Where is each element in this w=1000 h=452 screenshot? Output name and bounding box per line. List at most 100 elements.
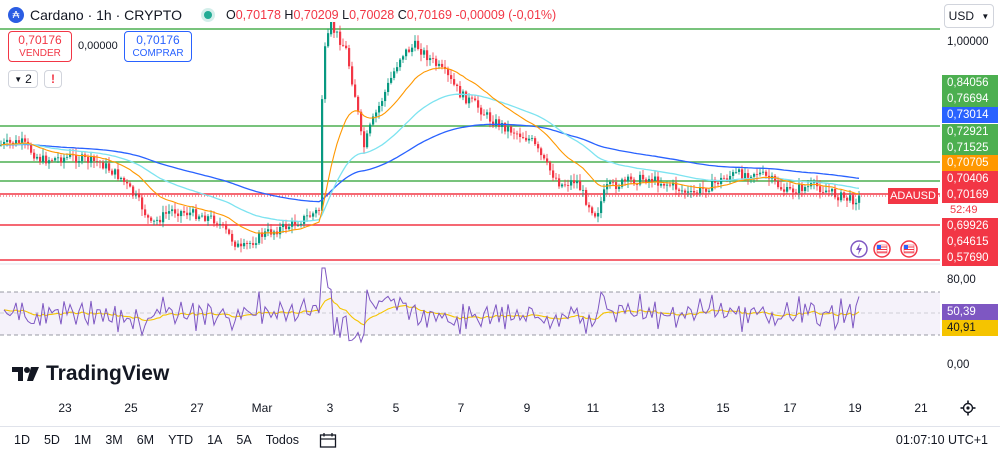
- candle-body: [78, 161, 81, 163]
- open-value: 0,70178: [235, 8, 281, 22]
- candle-body: [519, 133, 522, 138]
- range-button-todos[interactable]: Todos: [265, 432, 300, 447]
- range-button-6m[interactable]: 6M: [136, 432, 155, 447]
- indicators-toggle-button[interactable]: ▼ 2: [8, 70, 38, 88]
- candle-body: [375, 112, 378, 117]
- candle-body: [309, 215, 312, 217]
- time-axis-label: 3: [326, 401, 334, 415]
- price-label: 0,70169: [942, 187, 998, 203]
- tradingview-logo[interactable]: TradingView: [12, 362, 169, 386]
- chevron-down-icon: ▼: [981, 11, 990, 21]
- candle-body: [111, 170, 114, 175]
- settings-gear-icon[interactable]: [960, 400, 976, 416]
- candle-body: [690, 190, 693, 192]
- buy-button[interactable]: 0,70176 COMPRAR: [124, 31, 192, 62]
- candle-body: [651, 178, 654, 183]
- candle-body: [465, 91, 468, 104]
- time-axis-label: 17: [783, 401, 797, 415]
- candle-body: [252, 243, 255, 245]
- range-button-1a[interactable]: 1A: [207, 432, 223, 447]
- candle-body: [186, 212, 189, 216]
- range-button-ytd[interactable]: YTD: [168, 432, 194, 447]
- candle-body: [15, 140, 18, 145]
- range-button-5a[interactable]: 5A: [236, 432, 252, 447]
- candle-body: [363, 131, 366, 148]
- range-buttons: 1D 5D 1M 3M 6M YTD 1A 5A Todos: [0, 433, 299, 447]
- price-chart[interactable]: [0, 0, 940, 395]
- currency-select[interactable]: USD ▼: [944, 4, 994, 28]
- clock-timezone[interactable]: 01:07:10 UTC+1: [895, 433, 988, 447]
- candle-body: [501, 122, 504, 127]
- symbol-title[interactable]: Cardano · 1h · CRYPTO: [30, 7, 182, 23]
- candle-body: [279, 227, 282, 235]
- candle-body: [378, 105, 381, 113]
- candle-body: [237, 243, 240, 247]
- buy-price: 0,70176: [136, 33, 180, 47]
- candle-body: [489, 112, 492, 122]
- candle-body: [522, 137, 525, 138]
- us-flag-event-icon[interactable]: [900, 240, 918, 258]
- time-axis[interactable]: 23 25 27 Mar 3 5 7 9 11 13 15 17 19 21: [0, 395, 940, 421]
- range-button-3m[interactable]: 3M: [105, 432, 123, 447]
- candle-body: [177, 213, 180, 217]
- candle-body: [672, 182, 675, 186]
- candle-body: [573, 180, 576, 184]
- lightning-icon[interactable]: [850, 240, 868, 258]
- candle-body: [693, 190, 696, 193]
- candle-body: [726, 178, 729, 180]
- candle-body: [633, 179, 636, 185]
- candle-body: [138, 194, 141, 198]
- candle-body: [297, 225, 300, 226]
- candle-body: [684, 190, 687, 193]
- range-button-5d[interactable]: 5D: [43, 432, 60, 447]
- candle-body: [90, 156, 93, 163]
- candle-body: [516, 133, 519, 135]
- candle-body: [528, 138, 531, 141]
- price-label: 0,72921: [942, 124, 998, 140]
- candle-body: [849, 195, 852, 201]
- candle-body: [801, 184, 804, 192]
- sell-button[interactable]: 0,70176 VENDER: [8, 31, 72, 62]
- candle-body: [468, 97, 471, 104]
- candle-body: [60, 157, 63, 163]
- candle-body: [126, 181, 129, 184]
- candle-body: [285, 223, 288, 230]
- us-flag-event-icon[interactable]: [873, 240, 891, 258]
- range-button-1m[interactable]: 1M: [73, 432, 92, 447]
- candle-body: [555, 177, 558, 179]
- candle-body: [3, 141, 6, 145]
- candle-body: [732, 172, 735, 176]
- candle-body: [753, 173, 756, 177]
- candle-body: [450, 75, 453, 80]
- candle-body: [681, 190, 684, 192]
- candle-body: [9, 139, 12, 143]
- candle-body: [396, 67, 399, 72]
- candle-body: [756, 173, 759, 175]
- candle-body: [639, 174, 642, 185]
- time-axis-label: 5: [392, 401, 400, 415]
- candle-body: [75, 155, 78, 163]
- candle-body: [585, 189, 588, 205]
- calendar-range-icon[interactable]: [319, 432, 337, 448]
- candle-body: [315, 209, 318, 214]
- candle-body: [783, 189, 786, 192]
- market-status-dot[interactable]: [204, 11, 212, 19]
- candle-body: [594, 213, 597, 217]
- candle-body: [384, 91, 387, 102]
- candle-body: [225, 224, 228, 230]
- candle-body: [108, 163, 111, 171]
- warning-icon[interactable]: !: [44, 70, 62, 88]
- candle-body: [507, 126, 510, 132]
- candle-body: [591, 207, 594, 214]
- range-button-1d[interactable]: 1D: [14, 432, 30, 447]
- candle-body: [858, 195, 861, 203]
- candle-body: [423, 50, 426, 55]
- candle-body: [855, 202, 858, 205]
- candle-body: [570, 180, 573, 186]
- moving-average-cyan: [0, 93, 860, 223]
- candle-body: [189, 212, 192, 216]
- candle-body: [435, 58, 438, 66]
- candle-body: [318, 209, 321, 211]
- candle-body: [123, 177, 126, 182]
- candle-body: [330, 22, 333, 35]
